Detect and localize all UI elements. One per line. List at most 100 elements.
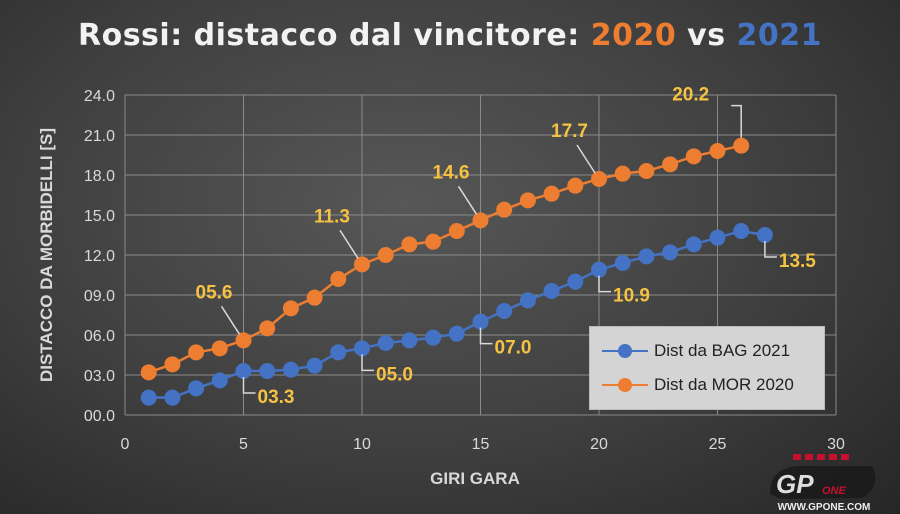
data-point xyxy=(330,344,347,361)
x-tick-label: 15 xyxy=(472,436,490,453)
data-point xyxy=(733,137,750,154)
data-point xyxy=(472,212,489,229)
leader-line xyxy=(220,305,241,335)
legend-swatch-orange xyxy=(602,378,648,392)
chart-title: Rossi: distacco dal vincitore: 2020 vs 2… xyxy=(0,18,900,53)
watermark-url: WWW.GPONE.COM xyxy=(778,502,871,513)
legend-label: Dist da BAG 2021 xyxy=(654,341,791,360)
data-label: 10.9 xyxy=(613,286,650,307)
data-point xyxy=(140,389,157,406)
data-label: 14.6 xyxy=(433,162,470,183)
tick-labels: 00.0 03.0 06.0 09.0 12.0 15.0 18.0 21.0 24.0 0 5 10… xyxy=(84,88,845,453)
data-labels: 03.3 05.0 07.0 10.9 13.5 05.6 11.3 14.6 17.7 20.2 xyxy=(196,85,817,408)
leader-line xyxy=(598,275,611,293)
data-point xyxy=(282,361,299,378)
x-tick-label: 30 xyxy=(827,436,845,453)
data-point xyxy=(211,372,228,389)
leader-line xyxy=(576,144,596,174)
data-point xyxy=(543,185,560,202)
y-tick-label: 21.0 xyxy=(84,128,115,145)
data-label: 20.2 xyxy=(672,85,709,106)
data-point xyxy=(448,325,465,342)
gpone-logo: GP ONE WWW.GPONE.COM xyxy=(770,454,876,513)
legend-item-mor-2020: Dist da MOR 2020 xyxy=(602,375,794,395)
y-tick-label: 06.0 xyxy=(84,328,115,345)
title-text: Rossi: distacco dal vincitore: xyxy=(77,18,591,53)
leader-line xyxy=(457,185,478,215)
data-point xyxy=(377,247,394,263)
y-tick-label: 15.0 xyxy=(84,208,115,225)
legend-swatch-blue xyxy=(602,344,648,358)
data-point xyxy=(306,357,323,374)
data-point xyxy=(235,332,252,349)
data-point xyxy=(211,340,228,357)
data-point xyxy=(685,148,702,165)
x-axis-label: GIRI GARA xyxy=(430,469,520,488)
data-point xyxy=(519,292,536,309)
data-point xyxy=(685,236,702,253)
data-point xyxy=(662,156,679,173)
data-label: 03.3 xyxy=(258,387,295,408)
data-point xyxy=(425,233,442,250)
leader-line xyxy=(731,104,742,138)
data-point xyxy=(235,363,252,379)
data-point xyxy=(306,289,323,306)
y-tick-label: 24.0 xyxy=(84,88,115,105)
x-tick-label: 10 xyxy=(353,436,371,453)
data-point xyxy=(188,380,205,397)
data-point xyxy=(591,261,607,278)
legend-label: Dist da MOR 2020 xyxy=(654,375,794,394)
data-point xyxy=(496,303,513,319)
leader-line xyxy=(361,354,374,372)
x-tick-label: 25 xyxy=(709,436,727,453)
svg-text:ONE: ONE xyxy=(822,485,847,497)
data-point xyxy=(709,229,726,246)
leader-line xyxy=(242,377,256,394)
data-point xyxy=(164,389,181,406)
data-point xyxy=(448,223,465,239)
data-point xyxy=(377,335,394,351)
data-point xyxy=(543,283,560,299)
y-tick-label: 18.0 xyxy=(84,168,115,185)
data-point xyxy=(638,248,655,265)
data-point xyxy=(401,332,418,349)
x-tick-label: 20 xyxy=(590,436,608,453)
y-tick-label: 03.0 xyxy=(84,368,115,385)
data-label: 13.5 xyxy=(779,251,816,272)
title-year-2021: 2021 xyxy=(736,18,823,53)
legend-item-bag-2021: Dist da BAG 2021 xyxy=(602,341,790,361)
data-point xyxy=(614,255,631,271)
leader-line xyxy=(339,229,359,259)
data-point xyxy=(354,256,370,273)
data-label: 07.0 xyxy=(495,338,532,359)
data-point xyxy=(330,271,347,287)
title-year-2020: 2020 xyxy=(590,18,677,53)
y-tick-label: 09.0 xyxy=(84,288,115,305)
data-label: 17.7 xyxy=(551,121,588,142)
data-point xyxy=(756,227,773,243)
y-axis-label: DISTACCO DA MORBIDELLI [S] xyxy=(37,128,56,382)
data-label: 05.0 xyxy=(376,364,413,385)
data-point xyxy=(614,165,631,182)
series-layer xyxy=(140,137,773,406)
data-point xyxy=(282,300,299,317)
data-point xyxy=(140,364,157,381)
data-label: 05.6 xyxy=(196,282,233,303)
data-point xyxy=(567,273,584,290)
data-point xyxy=(425,329,442,346)
data-point xyxy=(638,163,655,179)
y-tick-label: 00.0 xyxy=(84,408,115,425)
data-point xyxy=(164,356,181,373)
data-label: 11.3 xyxy=(314,206,350,227)
data-point xyxy=(259,363,276,379)
leader-line xyxy=(479,327,493,345)
data-point xyxy=(472,313,489,330)
data-point xyxy=(733,223,750,239)
data-point xyxy=(496,201,513,218)
title-vs: vs xyxy=(676,18,737,53)
x-tick-label: 0 xyxy=(121,436,130,453)
x-tick-label: 5 xyxy=(239,436,248,453)
leader-line xyxy=(764,241,777,258)
y-tick-label: 12.0 xyxy=(84,248,115,265)
